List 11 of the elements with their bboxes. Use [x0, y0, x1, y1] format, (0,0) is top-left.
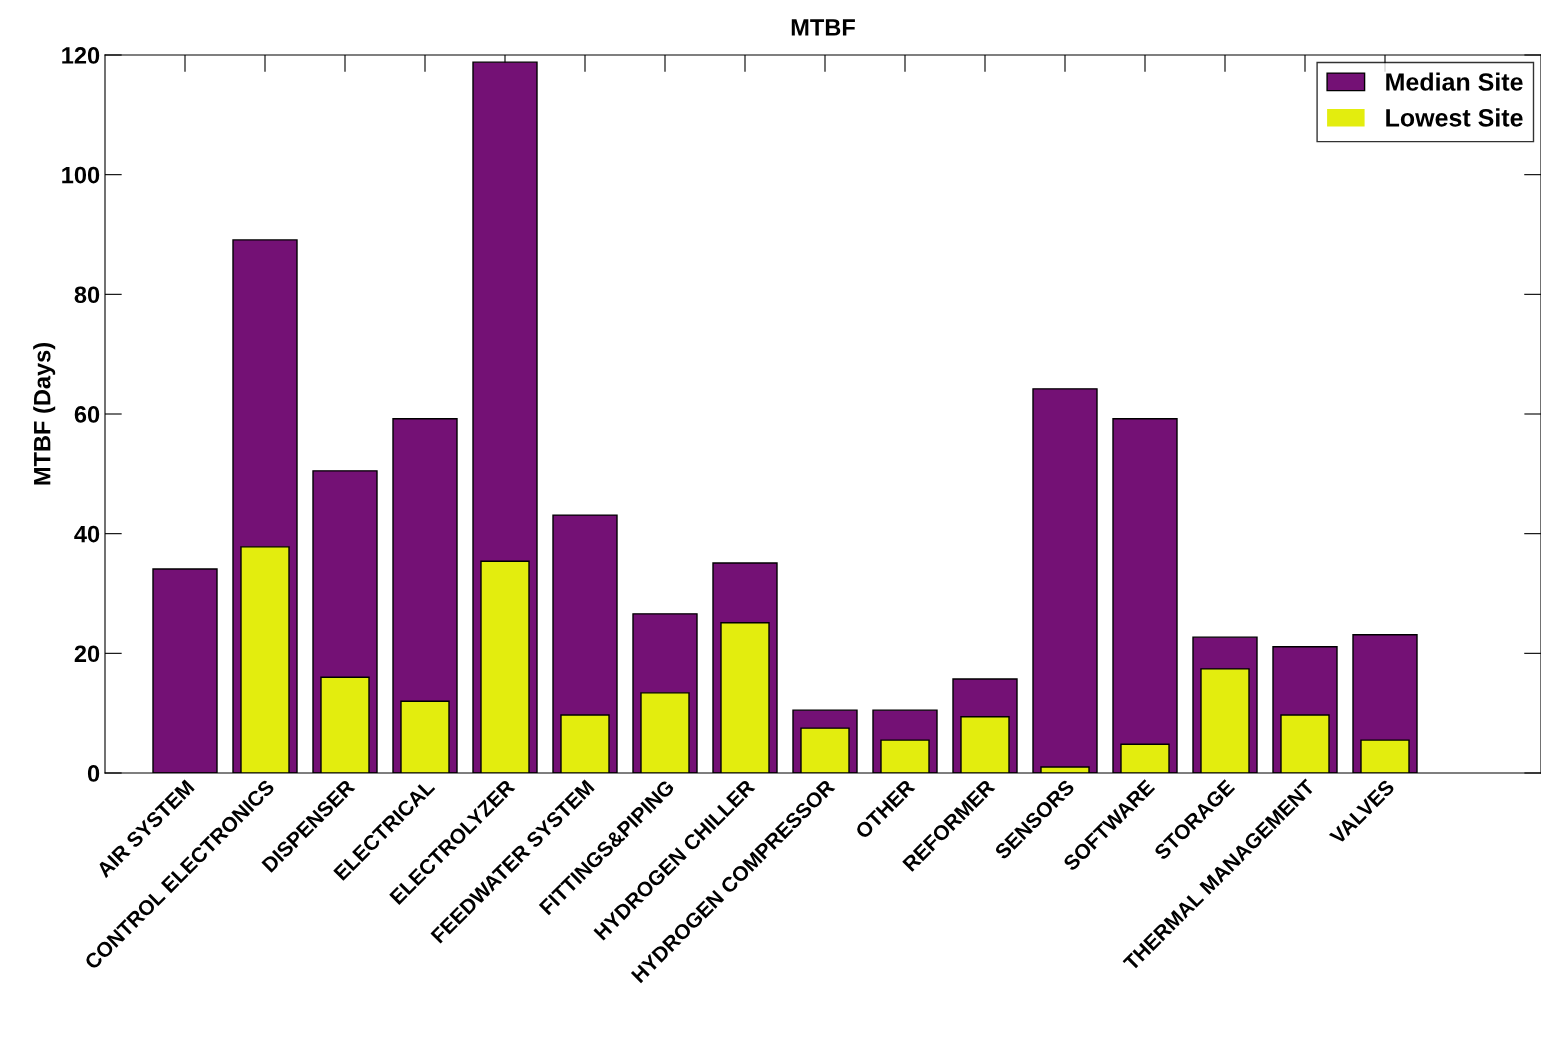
legend-label: Lowest Site: [1386, 108, 1523, 127]
y-tick-label: 40: [74, 525, 100, 543]
y-tick-label: 100: [62, 166, 100, 184]
legend-label: Median Site: [1386, 72, 1523, 91]
y-tick-label: 60: [74, 406, 100, 423]
y-tick-label: 80: [74, 286, 100, 304]
y-tick-label: 120: [62, 47, 100, 64]
y-tick-label: 0: [87, 765, 100, 782]
chart-title: MTBF: [791, 19, 855, 36]
y-axis-title: MTBF (Days): [33, 343, 56, 485]
y-tick-label: 20: [74, 645, 100, 663]
